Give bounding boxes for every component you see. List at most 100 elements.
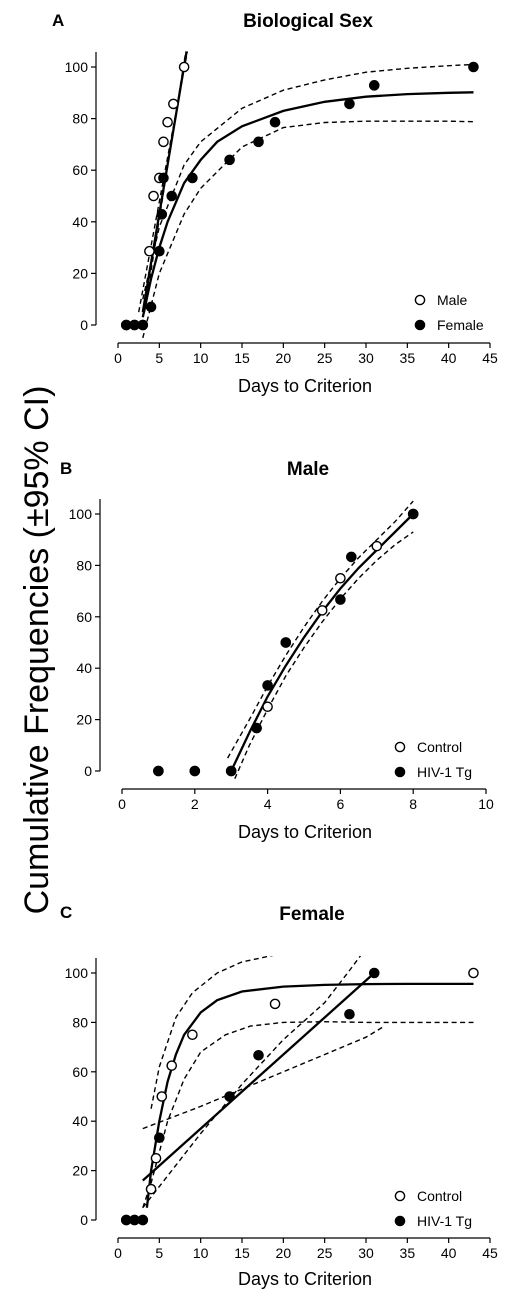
male-data-point <box>162 116 173 128</box>
x-tick-label: 0 <box>114 1245 122 1261</box>
chart-title: Female <box>279 904 344 925</box>
y-tick-label: 0 <box>84 763 92 779</box>
y-tick-label: 0 <box>80 1212 88 1228</box>
hiv-1-tg-ci-lower-line <box>142 1026 383 1130</box>
female-data-point <box>344 98 355 110</box>
legend-marker-control <box>394 1190 406 1202</box>
legend-label-control: Control <box>417 1188 462 1204</box>
panel-b-male: B Male Days to Criterion 0 20 40 60 80 100 0 2 4… <box>60 459 494 842</box>
hiv-1-tg-ci-upper-line <box>142 956 362 1209</box>
x-tick-label: 10 <box>193 1245 209 1261</box>
y-tick-label: 40 <box>72 1113 88 1129</box>
male-ci-upper-line <box>138 51 189 313</box>
x-tick-label: 45 <box>482 350 498 366</box>
female-ci-lower-line <box>142 120 474 339</box>
control-data-point <box>187 1029 198 1041</box>
y-tick-label: 20 <box>72 265 88 281</box>
female-data-point <box>187 172 198 184</box>
y-tick-label: 100 <box>65 59 89 75</box>
control-data-point <box>166 1060 178 1071</box>
chart-title: Biological Sex <box>243 11 373 32</box>
hiv-1-tg-data-point <box>253 1049 264 1061</box>
female-data-point <box>137 319 149 331</box>
control-fit-curve <box>145 982 474 1208</box>
y-tick-label: 60 <box>72 1064 88 1080</box>
x-tick-label: 0 <box>118 796 126 812</box>
y-tick-label: 80 <box>76 557 92 573</box>
x-tick-label: 20 <box>276 350 292 366</box>
female-data-point <box>253 136 264 148</box>
y-tick-label: 80 <box>72 111 88 127</box>
x-tick-label: 8 <box>409 796 417 812</box>
x-tick-label: 35 <box>400 350 416 366</box>
y-tick-label: 20 <box>76 712 92 728</box>
y-tick-label: 60 <box>76 609 92 625</box>
x-tick-label: 6 <box>337 796 345 812</box>
x-tick-label: 15 <box>234 1245 250 1261</box>
legend-label-hiv-1-tg: HIV-1 Tg <box>417 764 472 780</box>
female-data-point <box>156 209 168 220</box>
control-data-point <box>335 572 346 584</box>
hiv-1-tg-fit-curve <box>142 972 376 1182</box>
control-ci-upper-line <box>226 500 414 759</box>
female-data-point <box>468 61 479 73</box>
hiv-1-tg-data-point <box>137 1214 149 1226</box>
shared-y-axis-label: Cumulative Frequencies (±95% CI) <box>18 386 56 915</box>
control-ci-upper-line <box>150 956 274 1109</box>
hiv-1-tg-data-point <box>368 967 380 979</box>
male-data-point <box>158 136 169 148</box>
legend-label-hiv-1-tg: HIV-1 Tg <box>417 1213 472 1229</box>
hiv-1-tg-data-point <box>335 594 346 605</box>
x-tick-label: 0 <box>114 350 122 366</box>
hiv-1-tg-data-point <box>262 680 273 691</box>
x-tick-label: 5 <box>155 350 163 366</box>
hiv-1-tg-data-point <box>344 1008 355 1020</box>
hiv-1-tg-data-point <box>153 765 164 777</box>
panel-c-female: C Female Days to Criterion 0 20 40 60 80 100 0… <box>60 903 498 1289</box>
panel-letter: B <box>60 459 72 478</box>
control-ci-lower-line <box>234 531 414 779</box>
legend-marker-hiv-1-tg <box>394 1215 406 1227</box>
x-tick-label: 4 <box>264 796 272 812</box>
female-data-point <box>166 190 178 202</box>
female-ci-upper-line <box>142 63 474 300</box>
male-data-point <box>168 98 179 110</box>
x-tick-label: 35 <box>400 1245 416 1261</box>
y-tick-label: 80 <box>72 1014 88 1030</box>
hiv-1-tg-data-point <box>280 637 292 648</box>
legend-label-female: Female <box>437 317 484 333</box>
chart-title: Male <box>287 459 329 480</box>
female-data-point <box>158 172 169 184</box>
y-tick-label: 20 <box>72 1163 88 1179</box>
x-tick-label: 30 <box>358 350 374 366</box>
female-data-point <box>145 301 157 313</box>
hiv-1-tg-data-point <box>154 1132 165 1144</box>
male-data-point <box>144 245 155 257</box>
x-tick-label: 10 <box>193 350 209 366</box>
x-axis-label: Days to Criterion <box>238 822 372 842</box>
control-data-point <box>262 701 273 713</box>
legend-marker-male <box>414 294 426 306</box>
male-data-point <box>178 61 190 73</box>
control-data-point <box>150 1152 162 1164</box>
x-axis-label: Days to Criterion <box>238 1269 372 1289</box>
x-tick-label: 45 <box>482 1245 498 1261</box>
y-tick-label: 40 <box>72 214 88 230</box>
x-tick-label: 30 <box>358 1245 374 1261</box>
control-data-point <box>269 998 281 1010</box>
female-data-point <box>154 245 165 257</box>
hiv-1-tg-data-point <box>346 551 357 563</box>
hiv-1-tg-data-point <box>189 765 201 777</box>
y-tick-label: 100 <box>65 965 89 981</box>
x-tick-label: 15 <box>234 350 250 366</box>
control-data-point <box>316 605 328 616</box>
x-tick-label: 40 <box>441 350 457 366</box>
y-tick-label: 60 <box>72 162 88 178</box>
x-tick-label: 20 <box>276 1245 292 1261</box>
legend-marker-female <box>414 319 426 331</box>
hiv-1-tg-data-point <box>225 765 237 777</box>
control-ci-lower-line <box>142 1020 474 1208</box>
hiv-1-tg-data-point <box>251 722 262 734</box>
control-data-point <box>468 967 479 979</box>
